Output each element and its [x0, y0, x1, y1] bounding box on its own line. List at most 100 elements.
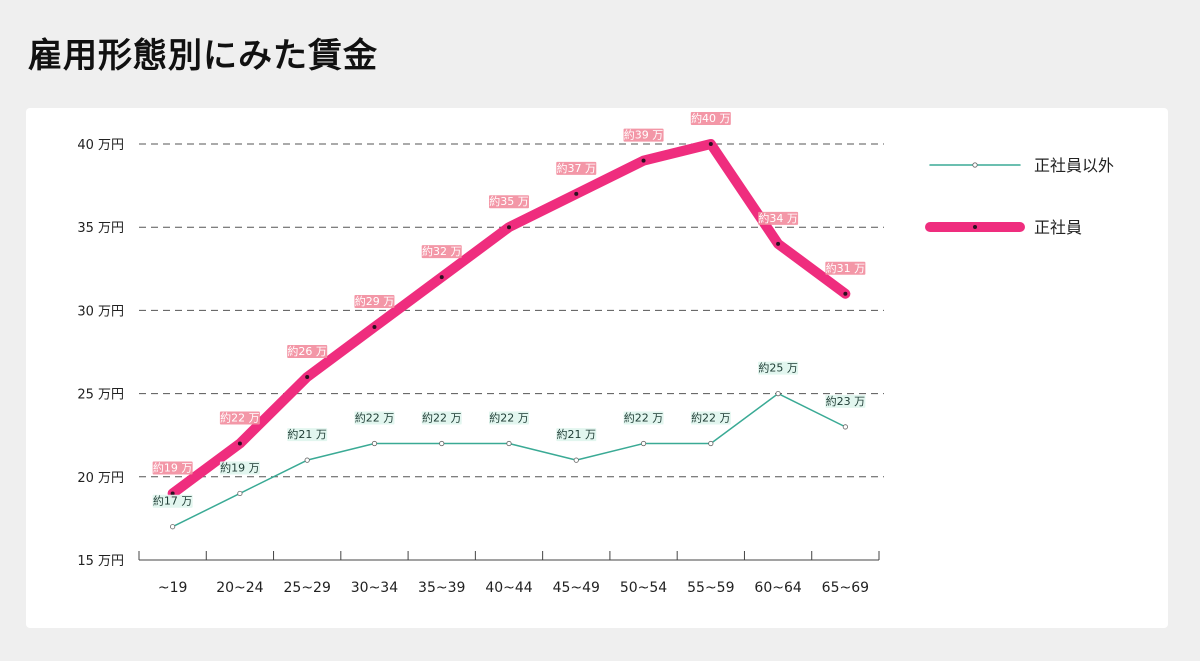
data-label-text: 約39 万 [624, 128, 664, 142]
y-tick-label: 15 万円 [77, 554, 124, 569]
data-label-non-regular: 約22 万 [354, 411, 395, 425]
y-tick-label: 40 万円 [77, 138, 124, 153]
data-label-regular: 約29 万 [354, 294, 395, 309]
x-tick-label: 25~29 [284, 580, 331, 596]
data-label-bg [287, 344, 328, 358]
data-point-non-regular[interactable] [573, 457, 579, 463]
data-label-regular: 約31 万 [825, 261, 866, 275]
data-label-non-regular: 約17 万 [152, 494, 193, 508]
data-point-regular[interactable] [776, 241, 781, 246]
data-label-bg [758, 211, 799, 225]
x-tick-label: 40~44 [485, 580, 532, 596]
data-point-regular[interactable] [507, 225, 511, 230]
data-point-non-regular[interactable] [304, 457, 310, 463]
data-label-non-regular: 約25 万 [758, 361, 799, 375]
x-tick-label: 30~34 [351, 580, 398, 596]
data-point-regular[interactable] [641, 158, 646, 163]
data-label-regular: 約39 万 [623, 128, 664, 142]
data-label-bg [421, 411, 462, 425]
data-label-text: 約22 万 [489, 411, 529, 425]
data-label-bg [758, 361, 799, 375]
data-label-non-regular: 約22 万 [421, 411, 462, 425]
data-label-bg [690, 411, 731, 425]
legend-item-regular[interactable]: 正社員 [925, 218, 1082, 237]
data-label-bg [421, 245, 462, 259]
data-label-regular: 約34 万 [758, 211, 799, 225]
data-label-text: 約25 万 [758, 361, 798, 375]
data-label-text: 約22 万 [691, 411, 731, 425]
y-axis-ticks: 15 万円 20 万円 25 万円 30 万円 35 万円 40 万円 [77, 138, 124, 569]
data-point-non-regular[interactable] [640, 440, 647, 447]
data-label-bg [623, 128, 664, 142]
x-tick-label: ~19 [158, 580, 188, 596]
data-label-text: 約21 万 [557, 427, 597, 441]
data-label-text: 約34 万 [758, 211, 798, 225]
data-point-non-regular[interactable] [708, 440, 714, 447]
data-point-regular[interactable] [237, 441, 242, 446]
data-point-regular[interactable] [372, 325, 377, 330]
data-point-non-regular[interactable] [842, 424, 848, 430]
data-point-non-regular[interactable] [439, 440, 445, 447]
data-point-regular[interactable] [574, 191, 579, 196]
x-tick-label: 20~24 [216, 580, 263, 596]
data-label-text: 約21 万 [287, 427, 327, 441]
x-tick-label: 50~54 [620, 580, 667, 596]
y-tick-label: 25 万円 [77, 388, 124, 403]
legend-label: 正社員 [1034, 218, 1082, 237]
data-label-bg [556, 428, 597, 442]
data-label-text: 約22 万 [422, 411, 462, 425]
data-label-bg [152, 494, 193, 508]
data-label-bg [825, 261, 866, 275]
data-label-text: 約22 万 [355, 411, 395, 425]
data-label-non-regular: 約23 万 [825, 394, 866, 408]
data-label-non-regular: 約19 万 [219, 460, 260, 475]
page-title: 雇用形態別にみた賃金 [28, 36, 378, 76]
data-label-regular: 約37 万 [556, 161, 597, 175]
x-tick-label: 55~59 [687, 580, 734, 596]
data-label-text: 約22 万 [624, 411, 664, 425]
data-label-text: 約35 万 [489, 194, 529, 208]
data-label-text: 約29 万 [355, 294, 395, 308]
y-tick-label: 35 万円 [77, 221, 124, 236]
legend-label: 正社員以外 [1034, 156, 1114, 175]
data-label-bg [489, 411, 529, 425]
chart-card: 15 万円 20 万円 25 万円 30 万円 35 万円 40 万円 ~19 20~24 2… [26, 108, 1168, 628]
data-label-text: 約19 万 [220, 460, 260, 474]
data-point-regular[interactable] [305, 374, 310, 379]
data-label-non-regular: 約21 万 [287, 427, 328, 442]
data-point-regular[interactable] [843, 291, 848, 296]
data-label-regular: 約35 万 [489, 194, 529, 209]
data-label-text: 約22 万 [220, 411, 260, 425]
x-tick-label: 60~64 [754, 580, 801, 596]
data-point-non-regular[interactable] [170, 524, 176, 530]
y-tick-label: 30 万円 [77, 304, 124, 319]
legend-marker [972, 162, 978, 168]
data-label-bg [287, 428, 328, 442]
legend-marker [973, 225, 977, 229]
data-label-bg [354, 295, 395, 309]
series-layer [167, 139, 851, 530]
data-label-bg [219, 411, 260, 425]
data-label-text: 約37 万 [557, 161, 597, 175]
data-label-regular: 約26 万 [287, 344, 328, 358]
x-tick-label: 65~69 [822, 580, 869, 596]
data-point-regular[interactable] [170, 491, 175, 496]
data-label-bg [825, 394, 866, 408]
data-label-text: 約32 万 [422, 244, 462, 258]
data-point-non-regular[interactable] [506, 440, 512, 447]
data-point-non-regular[interactable] [237, 490, 243, 497]
data-label-regular: 約40 万 [690, 111, 731, 125]
data-point-non-regular[interactable] [775, 390, 781, 397]
data-label-text: 約17 万 [153, 494, 193, 508]
data-point-regular[interactable] [708, 142, 713, 146]
data-label-bg [489, 195, 529, 209]
line-chart: 15 万円 20 万円 25 万円 30 万円 35 万円 40 万円 ~19 20~24 2… [77, 111, 1114, 596]
legend-item-non-regular[interactable]: 正社員以外 [929, 156, 1114, 175]
data-label-text: 約19 万 [153, 460, 193, 474]
data-point-regular[interactable] [439, 275, 444, 280]
x-tick-label: 45~49 [553, 580, 600, 596]
data-label-bg [219, 461, 260, 475]
data-point-non-regular[interactable] [371, 440, 378, 447]
data-label-non-regular: 約22 万 [690, 411, 731, 425]
